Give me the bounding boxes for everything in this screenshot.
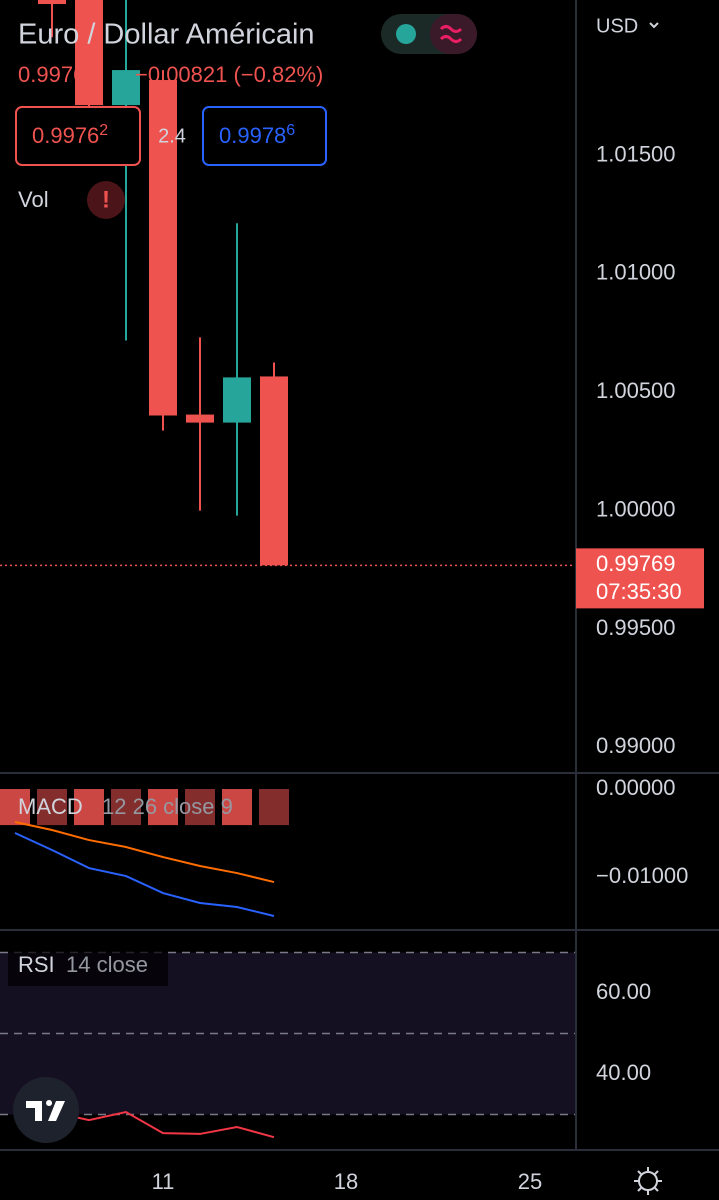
candle-body (149, 80, 177, 416)
sell-box (15, 106, 141, 166)
sell-button[interactable]: 0.99762 (15, 106, 141, 166)
y-tick-label: 40.00 (596, 1060, 651, 1085)
candle-body (223, 377, 251, 423)
y-tick-label: 1.00500 (596, 378, 676, 403)
y-tick-label: 1.00000 (596, 496, 676, 521)
spread: 2.4 (158, 125, 186, 147)
logo-bg (13, 1077, 79, 1143)
chevron (649, 22, 659, 29)
alert-circle (87, 181, 125, 219)
buy-box (202, 106, 327, 166)
volume-label: Vol (18, 187, 49, 212)
macd (0, 789, 289, 917)
plots (0, 0, 576, 1139)
price-change: −0.00821 (−0.82%) (135, 62, 323, 87)
gear-teeth (634, 1167, 662, 1195)
candle-body (38, 0, 66, 5)
volume-alert[interactable]: ! (87, 181, 125, 219)
histogram-bar (37, 789, 67, 826)
histogram-bar (74, 789, 104, 826)
delay-icon (439, 25, 463, 43)
histogram-bar (222, 789, 252, 826)
alert-icon: ! (102, 186, 110, 213)
bid-price: 0.99762 (32, 122, 108, 148)
ask-price: 0.99786 (219, 122, 295, 148)
y-tick-label: −0.01000 (596, 863, 688, 888)
histogram-bar (185, 789, 215, 826)
y-tick-label: 1.01000 (596, 260, 676, 285)
x-tick-label: 25 (518, 1169, 542, 1194)
bid-main: 0.9976 (32, 123, 99, 148)
currency-selector[interactable]: USD (596, 15, 659, 37)
x-tick-label: 18 (334, 1169, 358, 1194)
candles (0, 0, 576, 567)
last-price-tag (576, 548, 704, 609)
candle-body (260, 376, 288, 566)
y-tick-label: 0.99000 (596, 733, 676, 758)
symbol-title: Euro / Dollar Américain (18, 19, 315, 51)
market-open-dot (396, 24, 416, 44)
status-pill[interactable] (381, 14, 477, 54)
indicator-title: MACD (18, 794, 83, 819)
histogram-bar (259, 789, 289, 826)
y-tick-label: 0.99500 (596, 615, 676, 640)
histogram-bar (148, 789, 178, 826)
pill-bg (430, 14, 477, 54)
legend-bg (8, 946, 168, 986)
x-tick-label: 11 (152, 1169, 175, 1194)
indicator-title: RSI (18, 952, 55, 977)
y-tick-label: 60.00 (596, 979, 651, 1004)
ask-sup: 6 (286, 122, 295, 139)
candle-body (75, 0, 103, 106)
candle-body (112, 70, 140, 106)
y-tick-label: 0.00000 (596, 775, 676, 800)
logo-mark (26, 1100, 65, 1121)
last-price: 0.99769 (18, 62, 98, 87)
settings-button[interactable] (634, 1167, 662, 1195)
indicator-params: 12 26 close 9 (102, 794, 233, 819)
buy-button[interactable]: 0.99786 (202, 106, 327, 166)
indicator-line (14, 832, 275, 917)
indicator-params: 14 close (66, 952, 148, 977)
currency: USD (596, 15, 638, 37)
tradingview-logo[interactable] (13, 1077, 79, 1143)
indicator-line (14, 821, 275, 884)
last-price-label: 0.99769 (596, 551, 676, 576)
histogram-bar (0, 789, 30, 826)
ask-main: 0.9978 (219, 123, 286, 148)
bid-sup: 2 (99, 122, 108, 139)
y-tick-label: 1.01500 (596, 141, 676, 166)
histogram-bar (111, 789, 141, 826)
candle-body (186, 414, 214, 423)
countdown: 07:35:30 (596, 579, 682, 604)
